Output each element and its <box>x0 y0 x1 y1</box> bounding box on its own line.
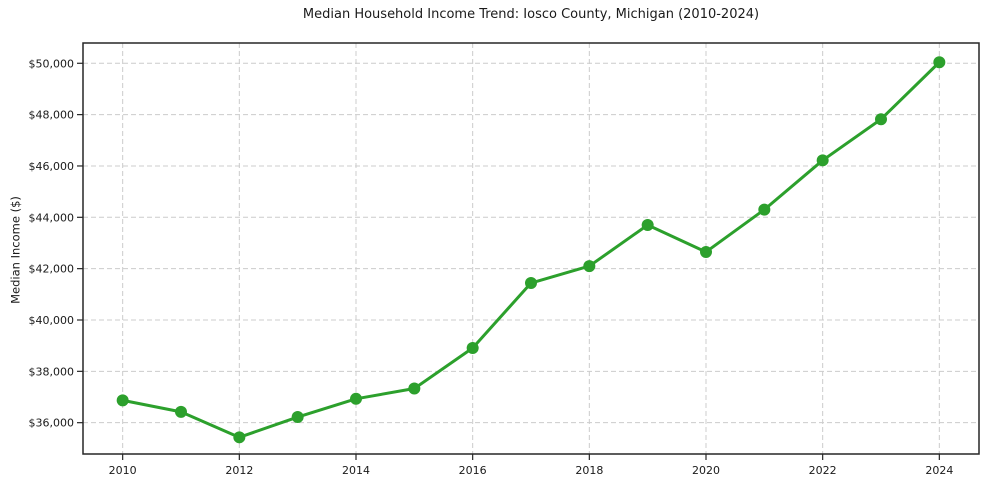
y-tick-label: $44,000 <box>29 211 75 224</box>
x-tick-label: 2020 <box>692 464 720 477</box>
x-tick-label: 2014 <box>342 464 370 477</box>
y-tick-label: $46,000 <box>29 160 75 173</box>
data-point <box>933 56 946 69</box>
data-point <box>758 203 771 216</box>
data-point <box>525 277 537 290</box>
data-point <box>408 382 421 395</box>
x-tick-label: 2010 <box>109 464 137 477</box>
x-tick-label: 2016 <box>459 464 487 477</box>
y-tick-label: $38,000 <box>29 365 75 378</box>
x-tick-label: 2012 <box>225 464 253 477</box>
x-tick-label: 2024 <box>925 464 953 477</box>
data-point <box>583 260 596 273</box>
data-point <box>291 411 304 424</box>
data-point <box>175 405 187 418</box>
x-tick-label: 2022 <box>809 464 837 477</box>
data-point <box>466 341 479 354</box>
chart-title: Median Household Income Trend: Iosco Cou… <box>302 7 760 22</box>
data-point <box>116 394 129 407</box>
data-point <box>700 245 712 258</box>
data-point <box>641 219 654 232</box>
y-tick-label: $42,000 <box>29 263 75 276</box>
y-tick-label: $48,000 <box>29 109 75 122</box>
y-tick-label: $40,000 <box>29 314 75 327</box>
axes-box <box>82 42 980 455</box>
data-point <box>233 431 246 444</box>
data-point <box>816 154 829 167</box>
x-tick-label: 2018 <box>575 464 603 477</box>
data-line <box>121 60 941 439</box>
y-tick-label: $50,000 <box>29 57 75 70</box>
y-tick-label: $36,000 <box>29 417 75 430</box>
data-point <box>350 392 362 405</box>
data-point <box>875 113 887 126</box>
